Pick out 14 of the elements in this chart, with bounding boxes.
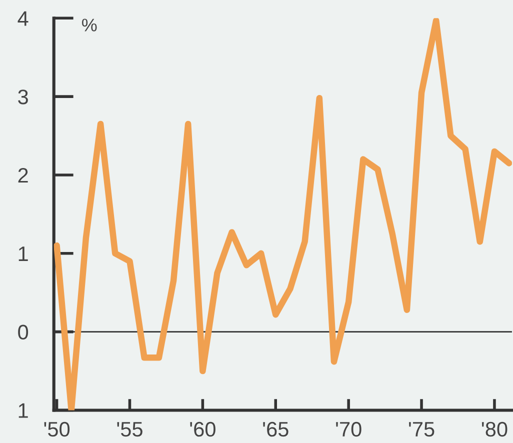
- x-tick-label: '60: [190, 422, 216, 437]
- y-tick-label: 4: [18, 11, 28, 26]
- y-tick-label: 1: [18, 403, 28, 418]
- x-tick-label: '75: [409, 422, 434, 437]
- y-tick-label: 0: [18, 324, 28, 340]
- y-axis-title: %: [82, 18, 97, 32]
- y-tick-label: 3: [18, 90, 28, 104]
- x-tick-label: '55: [117, 422, 142, 437]
- y-tick-label: 2: [18, 168, 28, 183]
- y-tick-label: 1: [18, 246, 28, 261]
- x-tick-label: '70: [336, 422, 362, 437]
- x-tick-label: '50: [44, 422, 70, 437]
- x-tick-label: '65: [263, 422, 288, 437]
- x-tick-label: '80: [482, 422, 508, 437]
